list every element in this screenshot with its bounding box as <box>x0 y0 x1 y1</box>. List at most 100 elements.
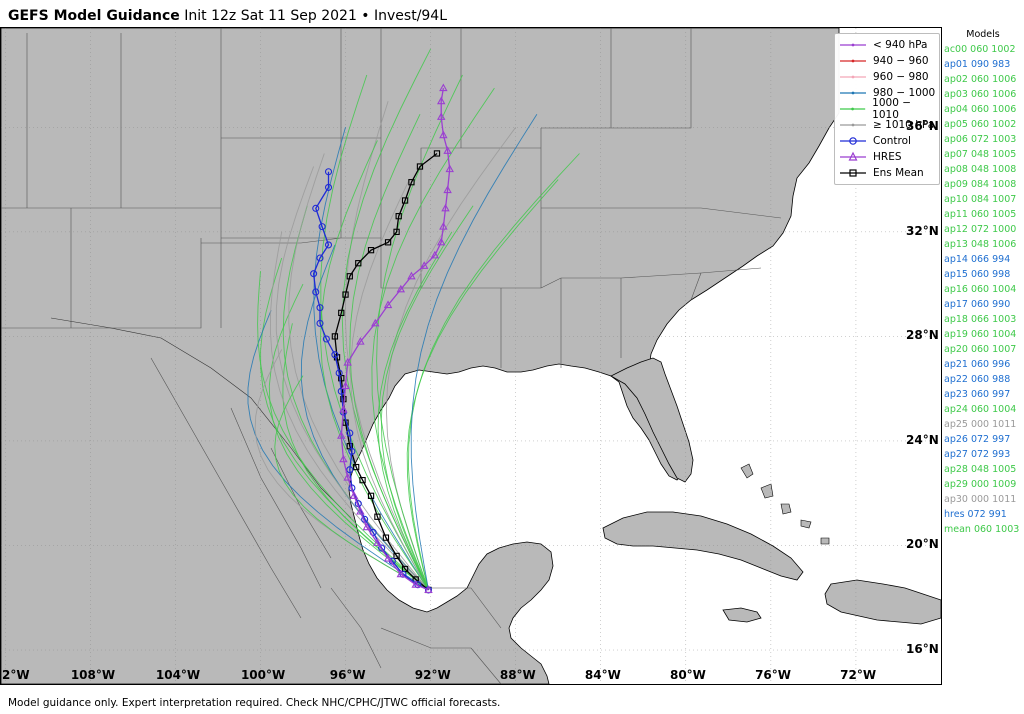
mean-track-point <box>393 552 400 560</box>
model-row: ap12 072 1000 <box>944 224 1017 235</box>
lon-label: 88°W <box>499 668 536 682</box>
ensemble-track <box>260 257 429 591</box>
hres-track-point <box>439 130 448 139</box>
hres-track-point <box>356 506 365 515</box>
control-track-point <box>331 351 339 359</box>
hres-track-point <box>349 491 359 499</box>
jamaica-land <box>722 607 762 623</box>
hres-track-point <box>436 237 446 246</box>
mean-track-point <box>338 309 345 317</box>
land-layer <box>1 28 941 684</box>
legend-item: < 940 hPa <box>839 38 927 52</box>
lat-label: 24°N <box>906 432 939 447</box>
mean-track-point <box>382 534 390 541</box>
ensemble-track <box>377 231 453 591</box>
mean-track-point <box>395 213 402 220</box>
legend-label: 1000 − 1010 <box>872 97 912 121</box>
lat-label: 36°N <box>906 119 939 134</box>
ensemble-track <box>408 153 580 591</box>
legend-item: 1000 − 1010 <box>839 97 939 121</box>
control-track-point <box>312 288 320 296</box>
model-row: ap22 060 988 <box>944 374 1011 385</box>
key-tracks <box>310 83 454 594</box>
hres-track-point <box>371 318 380 327</box>
model-row: mean 060 1003 <box>944 524 1020 535</box>
model-row: ap15 060 998 <box>944 269 1011 280</box>
model-row: ap19 060 1004 <box>944 329 1017 340</box>
hres-track-point <box>396 569 406 578</box>
model-row: ap17 060 990 <box>944 299 1011 310</box>
legend-swatch <box>840 43 866 47</box>
legend-item: Control <box>839 134 911 148</box>
models-panel-title: Models <box>966 29 1000 40</box>
lon-label: 76°W <box>755 668 791 682</box>
legend-label: HRES <box>873 151 902 163</box>
ensemble-track <box>344 101 429 591</box>
legend-label: 980 − 1000 <box>873 87 936 99</box>
legend-swatch <box>839 107 866 111</box>
control-track-point <box>322 335 330 343</box>
map-panel[interactable] <box>0 27 942 685</box>
ensemble-track <box>288 153 429 591</box>
ensemble-track <box>350 179 429 591</box>
ensemble-track <box>274 375 429 591</box>
model-row: ap23 060 997 <box>944 389 1011 400</box>
control-track-point <box>312 204 320 212</box>
model-row: ap07 048 1005 <box>944 149 1017 160</box>
legend-item: 940 − 960 <box>839 54 929 68</box>
legend-label: Control <box>873 135 911 147</box>
lon-label: 2°W <box>2 668 30 682</box>
legend-label: ≥ 1010 hPa <box>873 119 935 131</box>
app-title: GEFS Model Guidance <box>8 8 180 24</box>
hres-track-point <box>436 96 446 105</box>
lon-label: 104°W <box>155 668 201 682</box>
hres-track-point <box>337 431 346 439</box>
mean-track-point <box>331 333 339 340</box>
hres-track-point <box>383 300 393 309</box>
hispaniola-land <box>824 579 941 625</box>
hres-track-point <box>445 164 454 173</box>
hres-track-point <box>443 146 452 154</box>
models-panel: Models ac00 060 1002 ap01 090 983 ap02 060… <box>944 27 1022 537</box>
mean-track-point <box>340 395 347 403</box>
control-track-point <box>348 447 356 455</box>
model-row: ap18 066 1003 <box>944 314 1017 325</box>
hres-track-point <box>424 585 433 593</box>
mean-track-point <box>359 476 366 484</box>
control-track-point <box>378 544 386 552</box>
cuba-land <box>602 511 804 581</box>
ensemble-track <box>275 166 429 591</box>
hres-track-point <box>362 522 372 531</box>
legend-swatch <box>840 59 866 63</box>
mean-track-point <box>401 197 409 204</box>
map-gridlines <box>1 28 941 684</box>
model-row: ap10 084 1007 <box>944 194 1017 205</box>
florida-land <box>610 357 694 483</box>
model-row: ap24 060 1004 <box>944 404 1017 415</box>
control-track-point <box>346 466 354 474</box>
control-track-point <box>316 254 324 262</box>
control-track-point <box>337 387 345 395</box>
map-canvas[interactable] <box>1 28 941 684</box>
legend-item: Ens Mean <box>839 166 924 180</box>
hres-track-point <box>373 538 382 546</box>
hres-track-point <box>343 472 352 481</box>
model-row: ap27 072 993 <box>944 449 1011 460</box>
ensemble-track <box>349 114 429 591</box>
lon-label: 100°W <box>240 668 286 682</box>
control-track-point <box>335 369 343 377</box>
model-row: ap26 072 997 <box>944 434 1011 445</box>
mean-track-point <box>367 247 375 254</box>
ensemble-track <box>313 127 429 591</box>
model-row: ap01 090 983 <box>944 59 1011 70</box>
lon-label: 108°W <box>70 668 116 682</box>
model-row: ap09 084 1008 <box>944 179 1017 190</box>
legend-swatch <box>840 137 866 145</box>
hres-track-point <box>439 83 448 92</box>
lat-label: 16°N <box>906 642 939 657</box>
mean-track-point <box>367 492 375 499</box>
legend-item: 960 − 980 <box>839 70 929 84</box>
control-track-point <box>310 270 318 278</box>
map-legend: < 940 hPa 940 − 960 960 − 980 980 − 1000 100… <box>834 33 940 185</box>
lat-label: 32°N <box>906 223 939 238</box>
